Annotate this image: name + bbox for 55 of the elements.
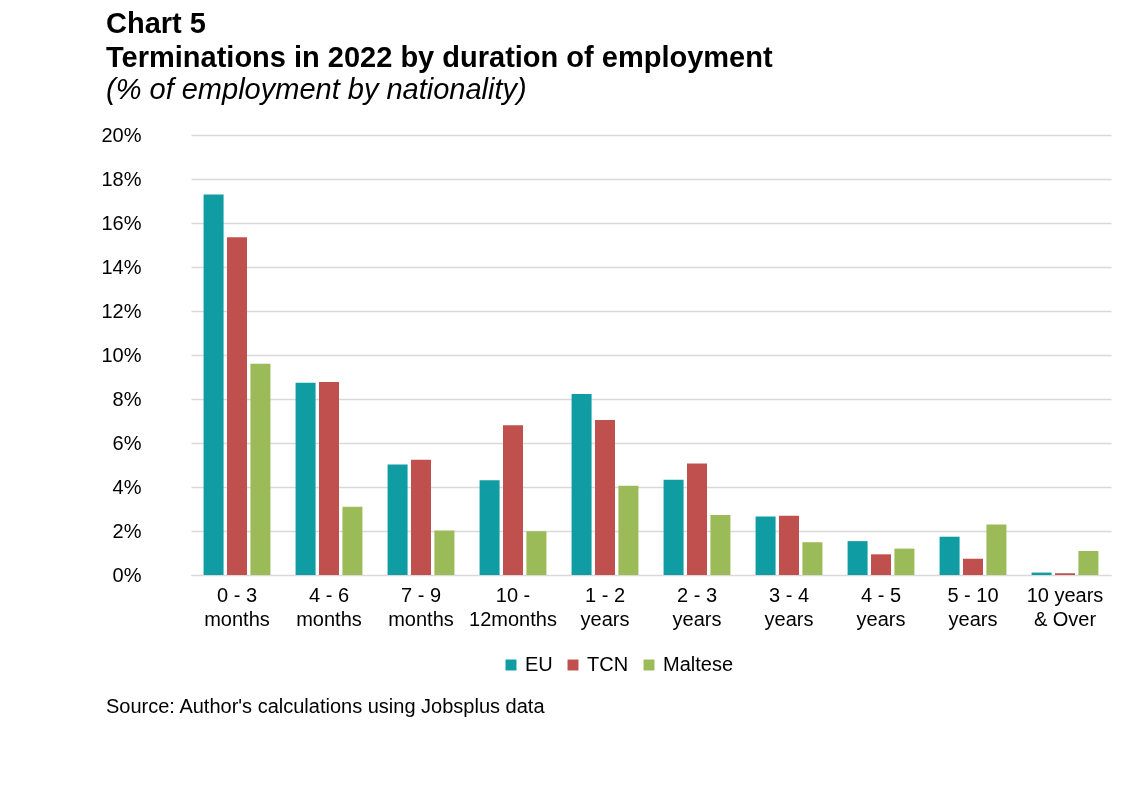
chart-title: Chart 5 Terminations in 2022 by duration of employment xyxy=(106,7,773,73)
y-tick-label: 6% xyxy=(112,431,142,454)
bar xyxy=(710,514,731,575)
bar xyxy=(434,530,455,575)
bar xyxy=(618,485,639,575)
bar xyxy=(295,382,316,575)
y-tick-label: 8% xyxy=(112,387,142,410)
x-tick-label: 4 - 6 months xyxy=(296,583,362,630)
bar xyxy=(663,479,684,575)
bar xyxy=(342,506,363,575)
bar xyxy=(227,237,247,575)
bar xyxy=(526,531,547,575)
y-tick-label: 12% xyxy=(101,299,142,322)
chart-subtitle: (% of employment by nationality) xyxy=(106,73,527,105)
x-tick-label: 10 years & Over xyxy=(1026,583,1104,630)
legend-label: Maltese xyxy=(663,653,734,675)
bar xyxy=(387,464,408,575)
bar xyxy=(986,524,1007,575)
y-tick-label: 0% xyxy=(112,563,142,586)
bar xyxy=(503,425,523,575)
legend-label: TCN xyxy=(587,653,629,675)
bar xyxy=(319,382,339,575)
y-tick-label: 20% xyxy=(101,123,142,146)
y-tick-label: 14% xyxy=(101,255,142,278)
x-tick-label: 10 - 12months xyxy=(469,583,557,630)
bar xyxy=(203,194,224,575)
y-tick-label: 18% xyxy=(101,167,142,190)
bar xyxy=(963,558,983,575)
source-note: Source: Author's calculations using Jobsplus data xyxy=(106,695,546,717)
bar xyxy=(939,536,960,575)
bar xyxy=(479,480,500,575)
y-tick-label: 4% xyxy=(112,475,142,498)
bar xyxy=(802,542,823,575)
bar xyxy=(250,363,271,575)
x-tick-label: 7 - 9 months xyxy=(388,583,454,630)
bar xyxy=(1078,551,1099,575)
bar xyxy=(595,419,615,575)
y-tick-label: 2% xyxy=(112,519,142,542)
x-tick-label: 1 - 2 years xyxy=(580,583,630,630)
bar xyxy=(755,516,776,575)
x-tick-label: 2 - 3 years xyxy=(672,583,722,630)
bar xyxy=(894,548,915,575)
bar xyxy=(687,463,707,575)
bar xyxy=(847,541,868,575)
x-tick-label: 0 - 3 months xyxy=(204,583,270,630)
bar xyxy=(779,515,799,575)
legend-label: EU xyxy=(525,653,553,675)
x-tick-label: 3 - 4 years xyxy=(764,583,814,630)
bar xyxy=(411,459,431,575)
x-tick-label: 5 - 10 years xyxy=(947,583,999,630)
bar xyxy=(571,393,592,575)
y-tick-label: 10% xyxy=(101,343,142,366)
bar xyxy=(871,554,891,575)
x-tick-label: 4 - 5 years xyxy=(856,583,906,630)
y-tick-label: 16% xyxy=(101,211,142,234)
